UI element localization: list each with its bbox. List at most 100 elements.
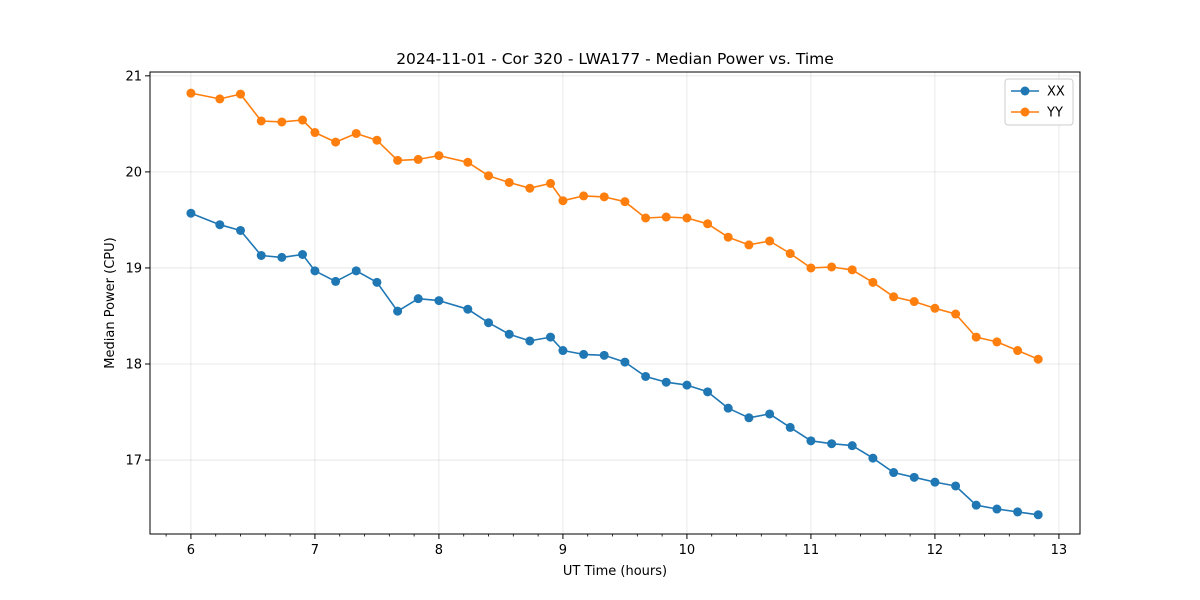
y-tick-label: 18 [125, 357, 142, 372]
data-point [641, 213, 651, 223]
data-point [723, 232, 733, 242]
data-point [765, 409, 775, 419]
data-point [703, 219, 713, 229]
data-point [889, 468, 899, 478]
data-point [868, 277, 878, 287]
y-tick-label: 17 [125, 454, 142, 469]
data-point [579, 191, 589, 201]
data-point [484, 318, 494, 328]
data-point [331, 137, 341, 147]
data-point [413, 154, 423, 164]
data-point [434, 151, 444, 161]
x-tick-label: 13 [1051, 543, 1068, 558]
data-point [992, 337, 1002, 347]
data-point [847, 265, 857, 275]
data-point [661, 377, 671, 387]
data-point [310, 266, 320, 276]
data-point [1013, 346, 1023, 356]
data-point [930, 477, 940, 487]
data-point [525, 183, 535, 193]
data-point [351, 266, 361, 276]
data-point [785, 249, 795, 259]
data-point [682, 213, 692, 223]
data-point [1033, 510, 1043, 520]
data-point [393, 306, 403, 316]
data-point [215, 94, 225, 104]
data-point [765, 236, 775, 246]
data-point [372, 277, 382, 287]
x-tick-label: 6 [187, 543, 195, 558]
data-point [909, 297, 919, 307]
y-tick-label: 21 [125, 69, 142, 84]
series-yy [186, 88, 1043, 364]
legend-label: XX [1047, 85, 1065, 100]
data-point [484, 171, 494, 181]
data-point [298, 249, 308, 259]
data-point [331, 276, 341, 286]
data-point [951, 309, 961, 319]
data-point [971, 332, 981, 342]
x-tick-label: 10 [679, 543, 696, 558]
data-point [868, 453, 878, 463]
data-point [641, 371, 651, 381]
series-xx [186, 208, 1043, 520]
data-point [909, 472, 919, 482]
data-point [525, 336, 535, 346]
data-point [310, 128, 320, 138]
legend-label: YY [1046, 106, 1063, 121]
legend: XX YY [1004, 78, 1074, 126]
data-point [785, 422, 795, 432]
data-point [744, 240, 754, 250]
data-point [463, 157, 473, 167]
data-point [277, 252, 287, 262]
data-point [827, 439, 837, 449]
data-point [971, 500, 981, 510]
data-point [504, 177, 514, 187]
legend-swatch-marker [1020, 86, 1030, 96]
data-point [889, 292, 899, 302]
data-point [351, 128, 361, 138]
data-point [236, 225, 246, 235]
series-layer [186, 88, 1043, 520]
axis-ticks: 6 7 8 9 10 11 12 13 17 18 19 20 21 [125, 69, 1067, 558]
data-point [186, 208, 196, 218]
data-point [298, 115, 308, 125]
data-point [277, 117, 287, 127]
y-axis-label: Median Power (CPU) [103, 237, 118, 368]
data-point [620, 197, 630, 207]
data-point [463, 304, 473, 314]
data-point [546, 178, 556, 188]
data-point [661, 212, 671, 222]
data-point [1033, 354, 1043, 364]
data-point [620, 357, 630, 367]
data-point [372, 135, 382, 145]
x-tick-label: 9 [559, 543, 567, 558]
data-point [992, 504, 1002, 514]
data-point [504, 329, 514, 339]
data-point [827, 262, 837, 272]
plot-frame [149, 71, 1081, 535]
x-tick-label: 11 [803, 543, 820, 558]
y-tick-label: 19 [125, 261, 142, 276]
x-axis-label: UT Time (hours) [563, 564, 667, 579]
data-point [1013, 507, 1023, 517]
data-point [215, 220, 225, 230]
legend-swatch-marker [1020, 107, 1030, 117]
data-point [744, 413, 754, 423]
data-point [723, 403, 733, 413]
data-point [256, 250, 266, 260]
data-point [930, 303, 940, 313]
data-point [434, 296, 444, 306]
data-point [599, 192, 609, 202]
data-point [806, 263, 816, 273]
data-point [256, 116, 266, 126]
data-point [558, 346, 568, 356]
data-point [951, 481, 961, 491]
x-tick-label: 12 [927, 543, 944, 558]
data-point [393, 155, 403, 165]
data-point [806, 436, 816, 446]
data-point [546, 332, 556, 342]
data-point [236, 89, 246, 99]
data-point [186, 88, 196, 98]
